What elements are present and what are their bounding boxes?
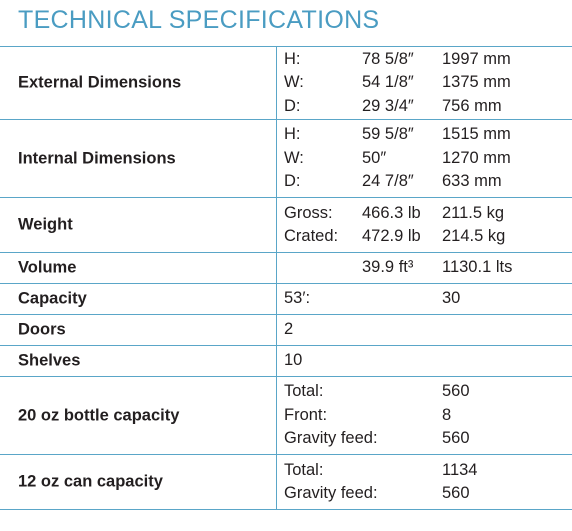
metric-value: 560: [442, 484, 470, 502]
value-line: Gravity feed: 560: [284, 427, 572, 451]
sub-label: H:: [284, 125, 301, 144]
metric-value: 1134: [442, 460, 478, 479]
column-divider: [276, 198, 277, 252]
row-label: 20 oz bottle capacity: [18, 406, 180, 424]
imperial-value: 59 5/8″: [362, 125, 414, 144]
value-line: Total: 560: [284, 380, 572, 404]
metric-value: 1997 mm: [442, 49, 511, 68]
sub-label: W:: [284, 73, 304, 92]
spec-row-can-capacity: 12 oz can capacity Total: 1134 Gravity f…: [0, 455, 572, 510]
imperial-value: 39.9 ft³: [362, 258, 414, 277]
spec-row-weight: Weight Gross: 466.3 lb 211.5 kg Crated: …: [0, 198, 572, 253]
row-values: 10: [284, 346, 572, 376]
column-divider: [276, 284, 277, 314]
metric-value: 214.5 kg: [442, 227, 506, 245]
row-label: Capacity: [18, 289, 87, 308]
sub-label: 2: [284, 320, 294, 339]
spec-row-shelves: Shelves 10: [0, 346, 572, 377]
column-divider: [276, 346, 277, 376]
row-label: Weight: [18, 215, 73, 234]
spec-row-internal-dimensions: Internal Dimensions H: 59 5/8″ 1515 mm W…: [0, 120, 572, 198]
row-label: 12 oz can capacity: [18, 472, 163, 491]
metric-value: 633 mm: [442, 172, 502, 191]
row-values: 53′: 30: [284, 284, 572, 314]
sub-label: H:: [284, 49, 301, 68]
column-divider: [276, 377, 277, 454]
value-line: 2: [284, 318, 572, 342]
row-label: External Dimensions: [18, 73, 182, 92]
sub-label: Total:: [284, 460, 324, 479]
value-line: Front: 8: [284, 404, 572, 428]
sub-label: 53′:: [284, 289, 311, 308]
spec-row-external-dimensions: External Dimensions H: 78 5/8″ 1997 mm W…: [0, 46, 572, 120]
sub-label: W:: [284, 148, 304, 167]
value-line: Gravity feed: 560: [284, 482, 572, 506]
metric-value: 30: [442, 289, 461, 308]
spec-row-bottle-capacity: 20 oz bottle capacity Total: 560 Front: …: [0, 377, 572, 455]
metric-value: 756 mm: [442, 96, 502, 115]
value-line: W: 54 1/8″ 1375 mm: [284, 71, 572, 95]
column-divider: [276, 47, 277, 119]
sub-label: Total:: [284, 382, 324, 401]
imperial-value: 50″: [362, 148, 387, 167]
metric-value: 1515 mm: [442, 125, 511, 144]
row-label: Shelves: [18, 351, 81, 370]
sub-label: Front:: [284, 405, 328, 424]
row-values: H: 59 5/8″ 1515 mm W: 50″ 1270 mm D: 24 …: [284, 120, 572, 197]
column-divider: [276, 120, 277, 197]
spec-row-doors: Doors 2: [0, 315, 572, 346]
value-line: H: 59 5/8″ 1515 mm: [284, 123, 572, 147]
imperial-value: 29 3/4″: [362, 96, 414, 115]
page-title: TECHNICAL SPECIFICATIONS: [18, 6, 380, 34]
value-line: W: 50″ 1270 mm: [284, 147, 572, 171]
row-values: Gross: 466.3 lb 211.5 kg Crated: 472.9 l…: [284, 198, 572, 252]
sub-label: Crated:: [284, 227, 339, 245]
imperial-value: 78 5/8″: [362, 49, 414, 68]
imperial-value: 466.3 lb: [362, 203, 421, 222]
metric-value: 211.5 kg: [442, 203, 505, 222]
value-line: D: 24 7/8″ 633 mm: [284, 170, 572, 194]
value-line: Crated: 472.9 lb 214.5 kg: [284, 225, 572, 249]
spec-table: External Dimensions H: 78 5/8″ 1997 mm W…: [0, 46, 572, 510]
metric-value: 560: [442, 429, 470, 448]
value-line: H: 78 5/8″ 1997 mm: [284, 48, 572, 72]
sub-label: D:: [284, 172, 301, 191]
column-divider: [276, 455, 277, 509]
value-line: Gross: 466.3 lb 211.5 kg: [284, 202, 572, 226]
imperial-value: 24 7/8″: [362, 172, 414, 191]
row-values: Total: 1134 Gravity feed: 560: [284, 455, 572, 509]
row-values: 2: [284, 315, 572, 345]
imperial-value: 472.9 lb: [362, 227, 421, 245]
metric-value: 1375 mm: [442, 73, 511, 92]
sub-label: D:: [284, 96, 301, 115]
metric-value: 1270 mm: [442, 148, 511, 167]
column-divider: [276, 315, 277, 345]
metric-value: 1130.1 lts: [442, 258, 513, 277]
value-line: D: 29 3/4″ 756 mm: [284, 95, 572, 119]
value-line: 10: [284, 349, 572, 373]
row-label: Internal Dimensions: [18, 149, 176, 167]
imperial-value: 54 1/8″: [362, 73, 414, 92]
sub-label: 10: [284, 351, 303, 370]
row-values: 39.9 ft³ 1130.1 lts: [284, 253, 572, 283]
row-values: H: 78 5/8″ 1997 mm W: 54 1/8″ 1375 mm D:…: [284, 47, 572, 119]
value-line: 39.9 ft³ 1130.1 lts: [284, 256, 572, 280]
spec-row-volume: Volume 39.9 ft³ 1130.1 lts: [0, 253, 572, 284]
row-label: Doors: [18, 320, 66, 339]
column-divider: [276, 253, 277, 283]
value-line: 53′: 30: [284, 287, 572, 311]
row-values: Total: 560 Front: 8 Gravity feed: 560: [284, 377, 572, 454]
sub-label: Gravity feed:: [284, 484, 378, 502]
metric-value: 560: [442, 382, 470, 401]
sub-label: Gross:: [284, 203, 333, 222]
row-label: Volume: [18, 258, 77, 277]
value-line: Total: 1134: [284, 459, 572, 483]
metric-value: 8: [442, 405, 452, 424]
sub-label: Gravity feed:: [284, 429, 378, 448]
spec-row-capacity: Capacity 53′: 30: [0, 284, 572, 315]
